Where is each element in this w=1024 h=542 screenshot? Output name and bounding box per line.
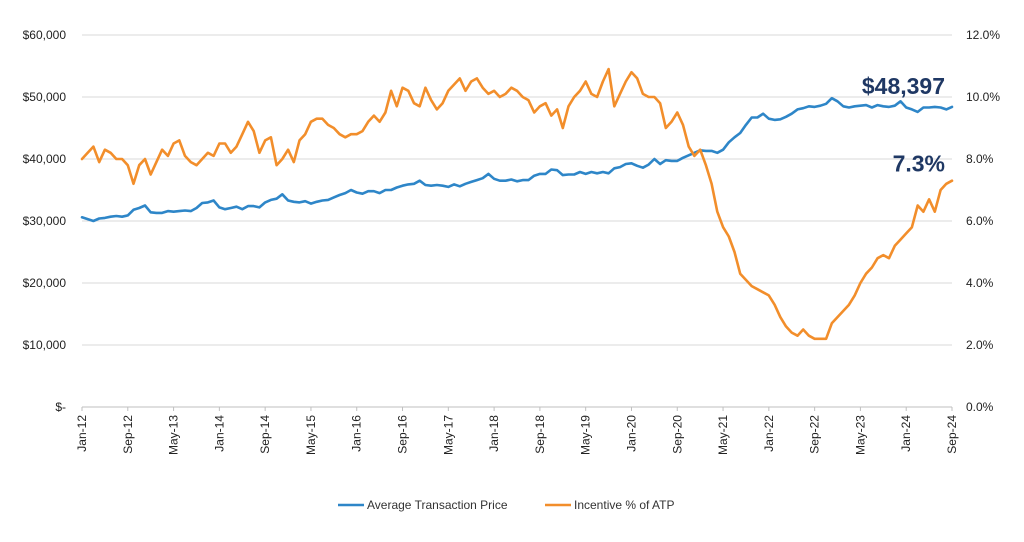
left-y-tick-label: $60,000 [23,28,67,42]
x-tick-label: May-17 [441,415,455,455]
x-tick-label: May-13 [167,415,181,455]
right-y-tick-label: 6.0% [966,214,994,228]
x-tick-label: Jan-18 [487,415,501,452]
x-tick-label: Jan-24 [899,415,913,452]
left-y-tick-label: $30,000 [23,214,67,228]
left-y-tick-label: $20,000 [23,276,67,290]
left-y-tick-label: $10,000 [23,338,67,352]
x-tick-label: Sep-22 [808,415,822,454]
series-lines [80,67,954,341]
right-y-axis: 0.0% 2.0% 4.0% 6.0% 8.0% 10.0% 12.0% [966,28,1000,414]
x-tick-label: Jan-16 [350,415,364,452]
series-line-incentive-of-atp [80,67,954,341]
x-tick-label: Jan-20 [624,415,638,452]
series-line-average-transaction-price [80,96,954,223]
legend-label: Incentive % of ATP [574,498,675,512]
x-tick-label: Sep-24 [945,415,959,454]
left-y-axis: $- $10,000 $20,000 $30,000 $40,000 $50,000 $60… [23,28,67,414]
x-axis: Jan-12 Sep-12 May-13 Jan-14 Sep-14 May-15 Jan-… [75,407,959,455]
callout-label: 7.3% [893,151,945,177]
right-y-tick-label: 10.0% [966,90,1000,104]
x-tick-label: May-23 [853,415,867,455]
gridlines [82,34,952,408]
right-y-tick-label: 12.0% [966,28,1000,42]
x-tick-label: Sep-14 [258,415,272,454]
right-y-tick-label: 8.0% [966,152,994,166]
x-tick-label: Sep-18 [533,415,547,454]
callout-label: $48,397 [862,73,945,99]
x-tick-label: Jan-22 [762,415,776,452]
x-tick-label: May-15 [304,415,318,455]
right-y-tick-label: 0.0% [966,400,994,414]
x-tick-label: Jan-12 [75,415,89,452]
x-tick-label: Jan-14 [212,415,226,452]
x-tick-label: May-21 [716,415,730,455]
left-y-tick-label: $50,000 [23,90,67,104]
left-y-tick-label: $40,000 [23,152,67,166]
legend: Average Transaction Price Incentive % of … [338,498,675,512]
left-y-tick-label: $- [55,400,66,414]
x-tick-label: May-19 [579,415,593,455]
x-tick-label: Sep-16 [396,415,410,454]
legend-label: Average Transaction Price [367,498,508,512]
x-tick-label: Sep-20 [670,415,684,454]
right-y-tick-label: 4.0% [966,276,994,290]
x-tick-label: Sep-12 [121,415,135,454]
annotations: $48,397 7.3% [862,73,945,177]
right-y-tick-label: 2.0% [966,338,994,352]
